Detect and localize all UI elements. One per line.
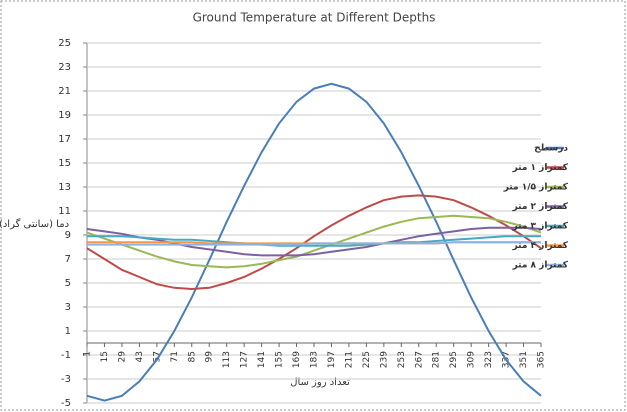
y-tick-label: 25	[58, 38, 71, 49]
legend-label: کمتراز ۱ متر	[512, 163, 569, 173]
x-tick-label: 239	[379, 351, 389, 368]
x-tick-label: 29	[117, 351, 127, 363]
x-tick-label: 113	[222, 351, 232, 368]
x-tick-label: 85	[187, 351, 197, 362]
y-tick-label: 21	[58, 86, 71, 97]
x-tick-label: 253	[397, 351, 407, 368]
x-tick-label: 225	[362, 351, 372, 368]
y-tick-label: 3	[65, 302, 71, 313]
y-tick-label: -5	[61, 398, 71, 409]
legend-label: کمتراز ۳ متر	[512, 222, 569, 232]
y-axis-label: دما (سانتی گراد)	[0, 218, 69, 230]
x-tick-label: 99	[205, 351, 215, 363]
x-tick-label: 141	[257, 351, 267, 368]
y-tick-label: 5	[65, 278, 71, 289]
x-tick-label: 281	[432, 351, 442, 368]
x-tick-label: 267	[414, 351, 424, 368]
x-tick-label: 309	[467, 351, 477, 368]
legend-label: درسطح	[534, 144, 568, 154]
y-tick-label: 17	[58, 134, 71, 145]
x-tick-label: 127	[240, 351, 250, 368]
x-tick-label: 169	[292, 351, 302, 368]
y-tick-label: 13	[58, 182, 71, 193]
x-tick-label: 211	[344, 351, 354, 368]
x-tick-label: 57	[152, 351, 162, 362]
y-tick-label: -1	[61, 350, 71, 361]
y-tick-label: -3	[61, 374, 71, 385]
x-tick-label: 71	[170, 351, 180, 362]
x-tick-label: 43	[135, 351, 145, 362]
y-tick-label: 23	[58, 62, 71, 73]
x-tick-label: 183	[310, 351, 320, 368]
x-tick-label: 323	[484, 351, 494, 368]
chart-title: Ground Temperature at Different Depths	[193, 11, 436, 25]
legend-label: کمتراز ۸ متر	[512, 261, 569, 271]
x-axis-label: تعداد روز سال	[290, 377, 350, 388]
x-tick-label: 1	[83, 351, 93, 357]
series-line	[86, 214, 542, 269]
x-tick-label: 365	[537, 351, 547, 368]
series-line	[86, 82, 542, 402]
y-tick-label: 15	[58, 158, 71, 169]
series-line	[86, 194, 542, 291]
series-line	[87, 241, 541, 246]
x-tick-label: 155	[275, 351, 285, 368]
y-tick-label: 1	[65, 326, 71, 337]
x-tick-label: 351	[519, 351, 529, 368]
y-tick-label: 7	[65, 254, 71, 265]
legend-label: کمتراز ۲ متر	[512, 202, 569, 212]
y-tick-label: 11	[58, 206, 71, 217]
x-tick-label: 295	[449, 351, 459, 368]
series-line	[87, 235, 541, 247]
series-line	[86, 226, 542, 257]
legend-label: کمتراز ۱/۵ متر	[503, 183, 569, 193]
y-tick-label: 9	[65, 230, 71, 241]
x-tick-label: 15	[100, 351, 110, 362]
y-tick-label: 19	[58, 110, 71, 121]
legend-label: کمتراز ۴ متر	[512, 241, 569, 251]
x-tick-label: 197	[327, 351, 337, 368]
